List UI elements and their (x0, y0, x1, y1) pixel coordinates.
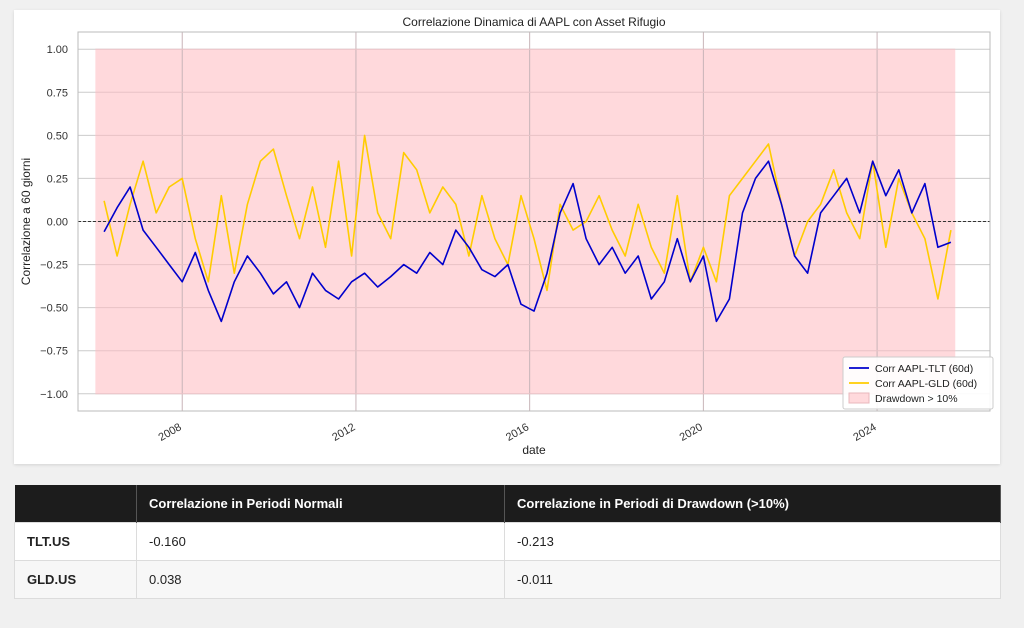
table-header-normal: Correlazione in Periodi Normali (136, 485, 505, 523)
x-axis-ticks: 2008 2012 2016 2020 2024 (157, 421, 879, 444)
table-header-row: Correlazione in Periodi Normali Correlaz… (14, 485, 1001, 523)
chart-card: 1.00 0.75 0.50 0.25 0.00 −0.25 −0.50 −0.75 −1.00… (14, 10, 1000, 464)
y-axis-ticks: 1.00 0.75 0.50 0.25 0.00 −0.25 −0.50 −0.75 −1.00 (40, 44, 68, 401)
y-tick-label: −0.50 (40, 303, 68, 315)
table-cell-drawdown: -0.213 (504, 522, 1001, 561)
y-tick-label: 0.25 (47, 173, 68, 185)
table-row: TLT.US -0.160 -0.213 (14, 522, 1001, 561)
series-line-gld (103, 134, 952, 300)
legend-label: Corr AAPL-TLT (60d) (875, 363, 973, 375)
table-cell-normal: 0.038 (136, 560, 505, 599)
legend: Corr AAPL-TLT (60d) Corr AAPL-GLD (60d) Dr… (842, 356, 994, 410)
legend-label: Drawdown > 10% (875, 393, 958, 405)
y-tick-label: 0.50 (47, 130, 68, 142)
y-tick-label: −0.25 (40, 260, 68, 272)
y-tick-label: 0.75 (47, 87, 68, 99)
y-tick-label: −0.75 (40, 346, 68, 358)
table-header-drawdown: Correlazione in Periodi di Drawdown (>10… (504, 485, 1001, 523)
table-cell-normal: -0.160 (136, 522, 505, 561)
table-row-label: GLD.US (14, 560, 137, 599)
y-tick-label: −1.00 (40, 389, 68, 401)
y-tick-label: 0.00 (47, 217, 68, 229)
table-row-label: TLT.US (14, 522, 137, 561)
plot-frame (77, 31, 991, 412)
correlation-chart: 1.00 0.75 0.50 0.25 0.00 −0.25 −0.50 −0.75 −1.00… (19, 15, 994, 457)
legend-box (842, 356, 994, 410)
y-axis-label: Correlazione a 60 giorni (19, 158, 33, 285)
correlation-table: Correlazione in Periodi Normali Correlaz… (14, 485, 1001, 599)
legend-swatch (848, 392, 870, 404)
x-tick-label: 2008 (157, 421, 184, 444)
x-tick-label: 2012 (330, 421, 357, 444)
x-tick-label: 2016 (504, 421, 531, 444)
x-axis-label: date (522, 443, 546, 457)
table-row: GLD.US 0.038 -0.011 (14, 560, 1001, 599)
series-line-tlt (103, 160, 952, 323)
x-tick-label: 2020 (678, 421, 705, 444)
table-cell-drawdown: -0.011 (504, 560, 1001, 599)
table-header-corner (14, 485, 137, 523)
series-lines (103, 134, 952, 323)
legend-label: Corr AAPL-GLD (60d) (875, 378, 977, 390)
y-tick-label: 1.00 (47, 44, 68, 56)
x-tick-label: 2024 (851, 421, 878, 444)
chart-title: Correlazione Dinamica di AAPL con Asset … (402, 15, 665, 29)
correlation-table-wrapper: Correlazione in Periodi Normali Correlaz… (14, 485, 1001, 599)
